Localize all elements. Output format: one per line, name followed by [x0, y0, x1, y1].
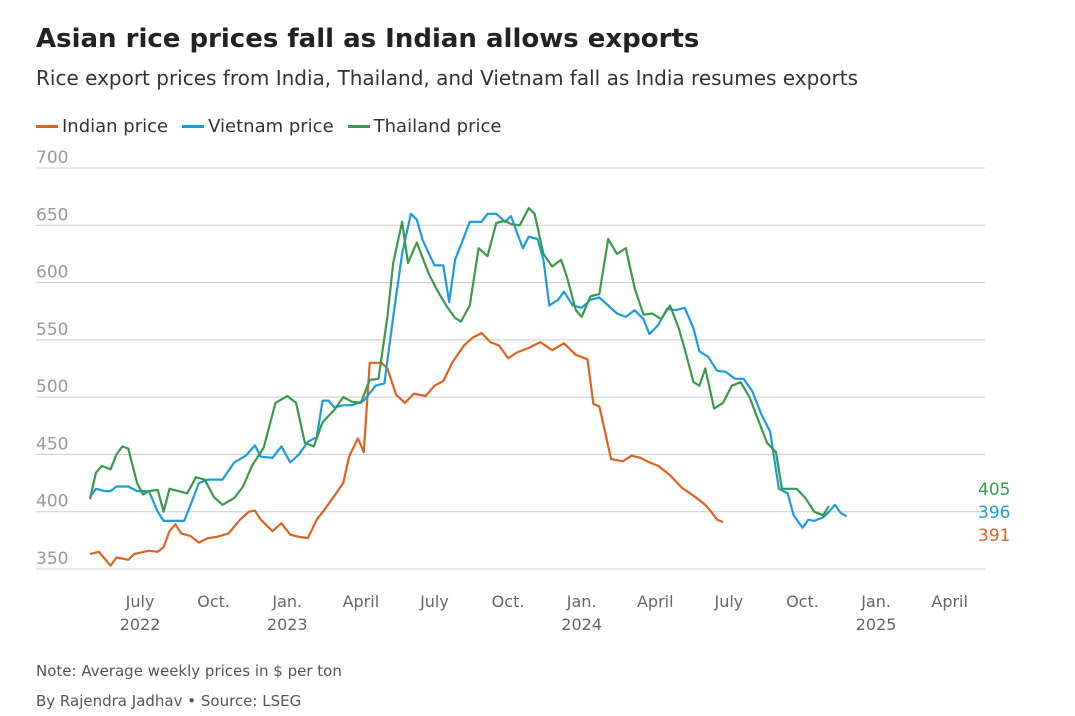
- series-line-vietnam-price: [89, 212, 848, 529]
- legend-swatch-indian: [36, 125, 58, 128]
- footnote: Note: Average weekly prices in $ per ton: [36, 662, 342, 680]
- x-tick-label-7: April: [637, 592, 674, 611]
- end-label-indian-price: 391: [978, 526, 1010, 546]
- series-line-thailand-price: [88, 207, 830, 517]
- x-tick-label-5: Oct.: [492, 592, 525, 611]
- x-tick-year-2: 2023: [267, 615, 308, 634]
- x-tick-label-1: Oct.: [197, 592, 230, 611]
- x-tick-label-8: July: [713, 592, 743, 611]
- y-tick-label-500: 500: [36, 377, 68, 397]
- x-tick-label-0: July: [125, 592, 155, 611]
- legend: Indian price Vietnam price Thailand pric…: [36, 116, 501, 137]
- x-tick-label-6: Jan.: [566, 592, 597, 611]
- legend-label-indian: Indian price: [62, 116, 169, 137]
- legend-item-thailand: Thailand price: [347, 116, 502, 137]
- series-line-indian-price: [89, 331, 724, 567]
- y-tick-label-550: 550: [36, 320, 68, 340]
- legend-swatch-vietnam: [182, 125, 205, 128]
- y-tick-label-350: 350: [36, 549, 68, 569]
- legend-item-vietnam: Vietnam price: [182, 116, 334, 137]
- end-label-thailand-price: 405: [978, 480, 1010, 500]
- byline: By Rajendra Jadhav • Source: LSEG: [36, 692, 302, 710]
- y-tick-label-600: 600: [36, 263, 68, 283]
- x-tick-label-2: Jan.: [271, 592, 302, 611]
- legend-item-indian: Indian price: [36, 116, 168, 137]
- y-tick-label-650: 650: [36, 205, 68, 225]
- x-tick-label-4: July: [419, 592, 449, 611]
- y-tick-label-450: 450: [36, 434, 68, 454]
- chart-subtitle: Rice export prices from India, Thailand,…: [36, 66, 859, 90]
- x-tick-year-0: 2022: [120, 615, 161, 634]
- legend-swatch-thailand: [347, 125, 370, 128]
- end-label-vietnam-price: 396: [978, 503, 1010, 523]
- x-tick-label-11: April: [931, 592, 968, 611]
- x-tick-year-10: 2025: [856, 615, 897, 634]
- chart-title: Asian rice prices fall as Indian allows …: [36, 24, 700, 54]
- x-tick-year-6: 2024: [561, 615, 602, 634]
- legend-label-thailand: Thailand price: [373, 116, 502, 137]
- x-tick-label-3: April: [343, 592, 380, 611]
- x-tick-label-9: Oct.: [786, 592, 819, 611]
- y-tick-label-700: 700: [36, 148, 68, 168]
- x-tick-label-10: Jan.: [860, 592, 891, 611]
- y-tick-label-400: 400: [36, 492, 68, 512]
- legend-label-vietnam: Vietnam price: [208, 116, 334, 137]
